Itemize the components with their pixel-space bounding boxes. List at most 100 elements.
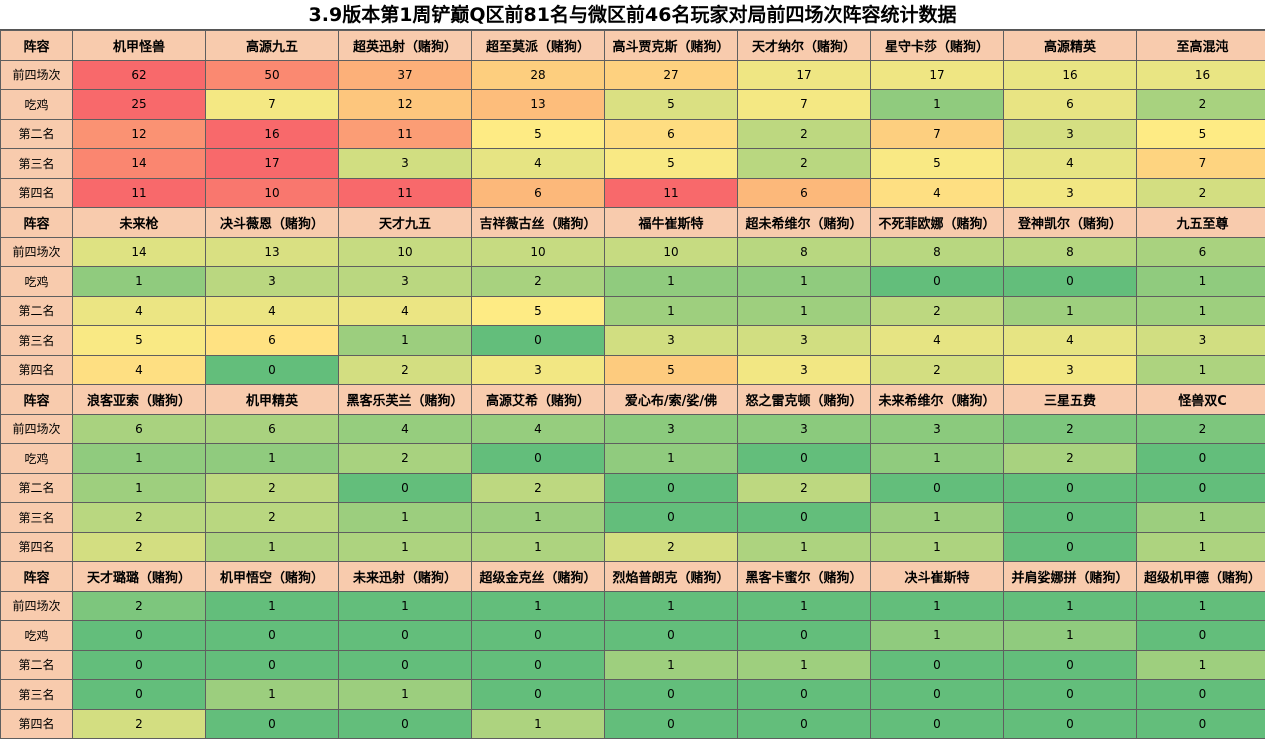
- comp-name-cell: 吉祥薇古丝（赌狗）: [472, 208, 605, 238]
- stat-value-cell: 5: [472, 119, 605, 149]
- stat-value-cell: 4: [1004, 326, 1137, 356]
- stat-value-cell: 0: [1004, 532, 1137, 562]
- stat-value-cell: 1: [472, 503, 605, 533]
- stat-value-cell: 62: [73, 60, 206, 90]
- stat-value-cell: 16: [206, 119, 339, 149]
- stat-row-label: 前四场次: [1, 591, 73, 621]
- stat-value-cell: 16: [1004, 60, 1137, 90]
- stat-value-cell: 1: [738, 650, 871, 680]
- stat-value-cell: 1: [472, 532, 605, 562]
- stat-value-cell: 11: [339, 178, 472, 208]
- comp-name-cell: 不死菲欧娜（赌狗）: [871, 208, 1004, 238]
- stat-value-cell: 3: [1004, 178, 1137, 208]
- stat-value-cell: 1: [339, 503, 472, 533]
- stat-value-cell: 0: [605, 503, 738, 533]
- stat-row-label: 第四名: [1, 178, 73, 208]
- stat-value-cell: 1: [472, 591, 605, 621]
- stat-value-cell: 2: [738, 473, 871, 503]
- stat-value-cell: 4: [339, 296, 472, 326]
- stat-value-cell: 1: [871, 90, 1004, 120]
- stat-value-cell: 3: [738, 414, 871, 444]
- stat-value-cell: 13: [472, 90, 605, 120]
- stat-value-cell: 10: [339, 237, 472, 267]
- comp-name-cell: 机甲悟空（赌狗）: [206, 562, 339, 592]
- comp-header-row: 阵容天才璐璐（赌狗）机甲悟空（赌狗）未来迅射（赌狗）超级金克丝（赌狗）烈焰普朗克…: [1, 562, 1265, 592]
- stat-value-cell: 1: [738, 296, 871, 326]
- stat-value-cell: 6: [206, 326, 339, 356]
- stat-value-cell: 3: [605, 414, 738, 444]
- comp-name-cell: 高源艾希（赌狗）: [472, 385, 605, 415]
- stat-value-cell: 1: [605, 591, 738, 621]
- comp-name-cell: 高源九五: [206, 31, 339, 61]
- stat-value-cell: 5: [605, 355, 738, 385]
- stat-value-cell: 1: [1137, 532, 1265, 562]
- stat-value-cell: 14: [73, 237, 206, 267]
- stat-value-cell: 0: [871, 267, 1004, 297]
- stat-value-cell: 2: [73, 709, 206, 739]
- stat-value-cell: 0: [206, 709, 339, 739]
- stat-value-cell: 0: [738, 444, 871, 474]
- comp-name-cell: 超英迅射（赌狗）: [339, 31, 472, 61]
- stat-value-cell: 27: [605, 60, 738, 90]
- stat-value-cell: 2: [738, 149, 871, 179]
- stat-value-cell: 0: [206, 650, 339, 680]
- stat-value-cell: 6: [1137, 237, 1265, 267]
- stat-value-cell: 3: [339, 149, 472, 179]
- stat-row-label: 第三名: [1, 680, 73, 710]
- stat-value-cell: 2: [472, 267, 605, 297]
- comp-name-cell: 超级金克丝（赌狗）: [472, 562, 605, 592]
- comp-name-cell: 烈焰普朗克（赌狗）: [605, 562, 738, 592]
- stat-value-cell: 3: [339, 267, 472, 297]
- comp-name-cell: 超级机甲德（赌狗）: [1137, 562, 1265, 592]
- stat-value-cell: 3: [1137, 326, 1265, 356]
- stat-value-cell: 17: [206, 149, 339, 179]
- sheet-title: 3.9版本第1周铲巅Q区前81名与微区前46名玩家对局前四场次阵容统计数据: [0, 0, 1265, 30]
- comp-name-cell: 高源精英: [1004, 31, 1137, 61]
- stat-row-label: 第三名: [1, 149, 73, 179]
- stat-value-cell: 0: [472, 680, 605, 710]
- stat-value-cell: 2: [871, 296, 1004, 326]
- comp-header-row: 阵容浪客亚索（赌狗）机甲精英黑客乐芙兰（赌狗）高源艾希（赌狗）爱心布/索/娑/佛…: [1, 385, 1265, 415]
- stat-value-cell: 1: [1004, 591, 1137, 621]
- comp-name-cell: 福牛崔斯特: [605, 208, 738, 238]
- stat-value-cell: 10: [472, 237, 605, 267]
- stat-value-cell: 2: [1137, 90, 1265, 120]
- stat-value-cell: 0: [738, 709, 871, 739]
- stat-value-cell: 8: [1004, 237, 1137, 267]
- stat-value-cell: 0: [472, 650, 605, 680]
- stat-value-cell: 0: [73, 621, 206, 651]
- stat-value-cell: 1: [605, 444, 738, 474]
- stat-value-cell: 0: [1004, 709, 1137, 739]
- stat-value-cell: 4: [871, 178, 1004, 208]
- stats-table-body: 阵容机甲怪兽高源九五超英迅射（赌狗）超至莫派（赌狗）高斗贾克斯（赌狗）天才纳尔（…: [1, 31, 1265, 739]
- stat-value-cell: 3: [472, 355, 605, 385]
- stat-value-cell: 0: [871, 473, 1004, 503]
- stat-value-cell: 5: [73, 326, 206, 356]
- comp-name-cell: 未来迅射（赌狗）: [339, 562, 472, 592]
- stat-value-cell: 17: [738, 60, 871, 90]
- stat-value-cell: 4: [472, 149, 605, 179]
- stat-row-label: 吃鸡: [1, 621, 73, 651]
- comp-name-cell: 登神凯尔（赌狗）: [1004, 208, 1137, 238]
- stat-value-cell: 0: [206, 621, 339, 651]
- stat-row-label: 吃鸡: [1, 90, 73, 120]
- stat-value-cell: 2: [206, 473, 339, 503]
- comp-name-cell: 怪兽双C: [1137, 385, 1265, 415]
- comp-name-cell: 决斗崔斯特: [871, 562, 1004, 592]
- stat-row-label: 第四名: [1, 709, 73, 739]
- stat-value-cell: 1: [206, 532, 339, 562]
- stat-value-cell: 6: [605, 119, 738, 149]
- stat-value-cell: 0: [1004, 473, 1137, 503]
- stat-value-cell: 0: [738, 503, 871, 533]
- stat-value-cell: 4: [1004, 149, 1137, 179]
- stat-value-cell: 1: [206, 680, 339, 710]
- stat-value-cell: 1: [605, 267, 738, 297]
